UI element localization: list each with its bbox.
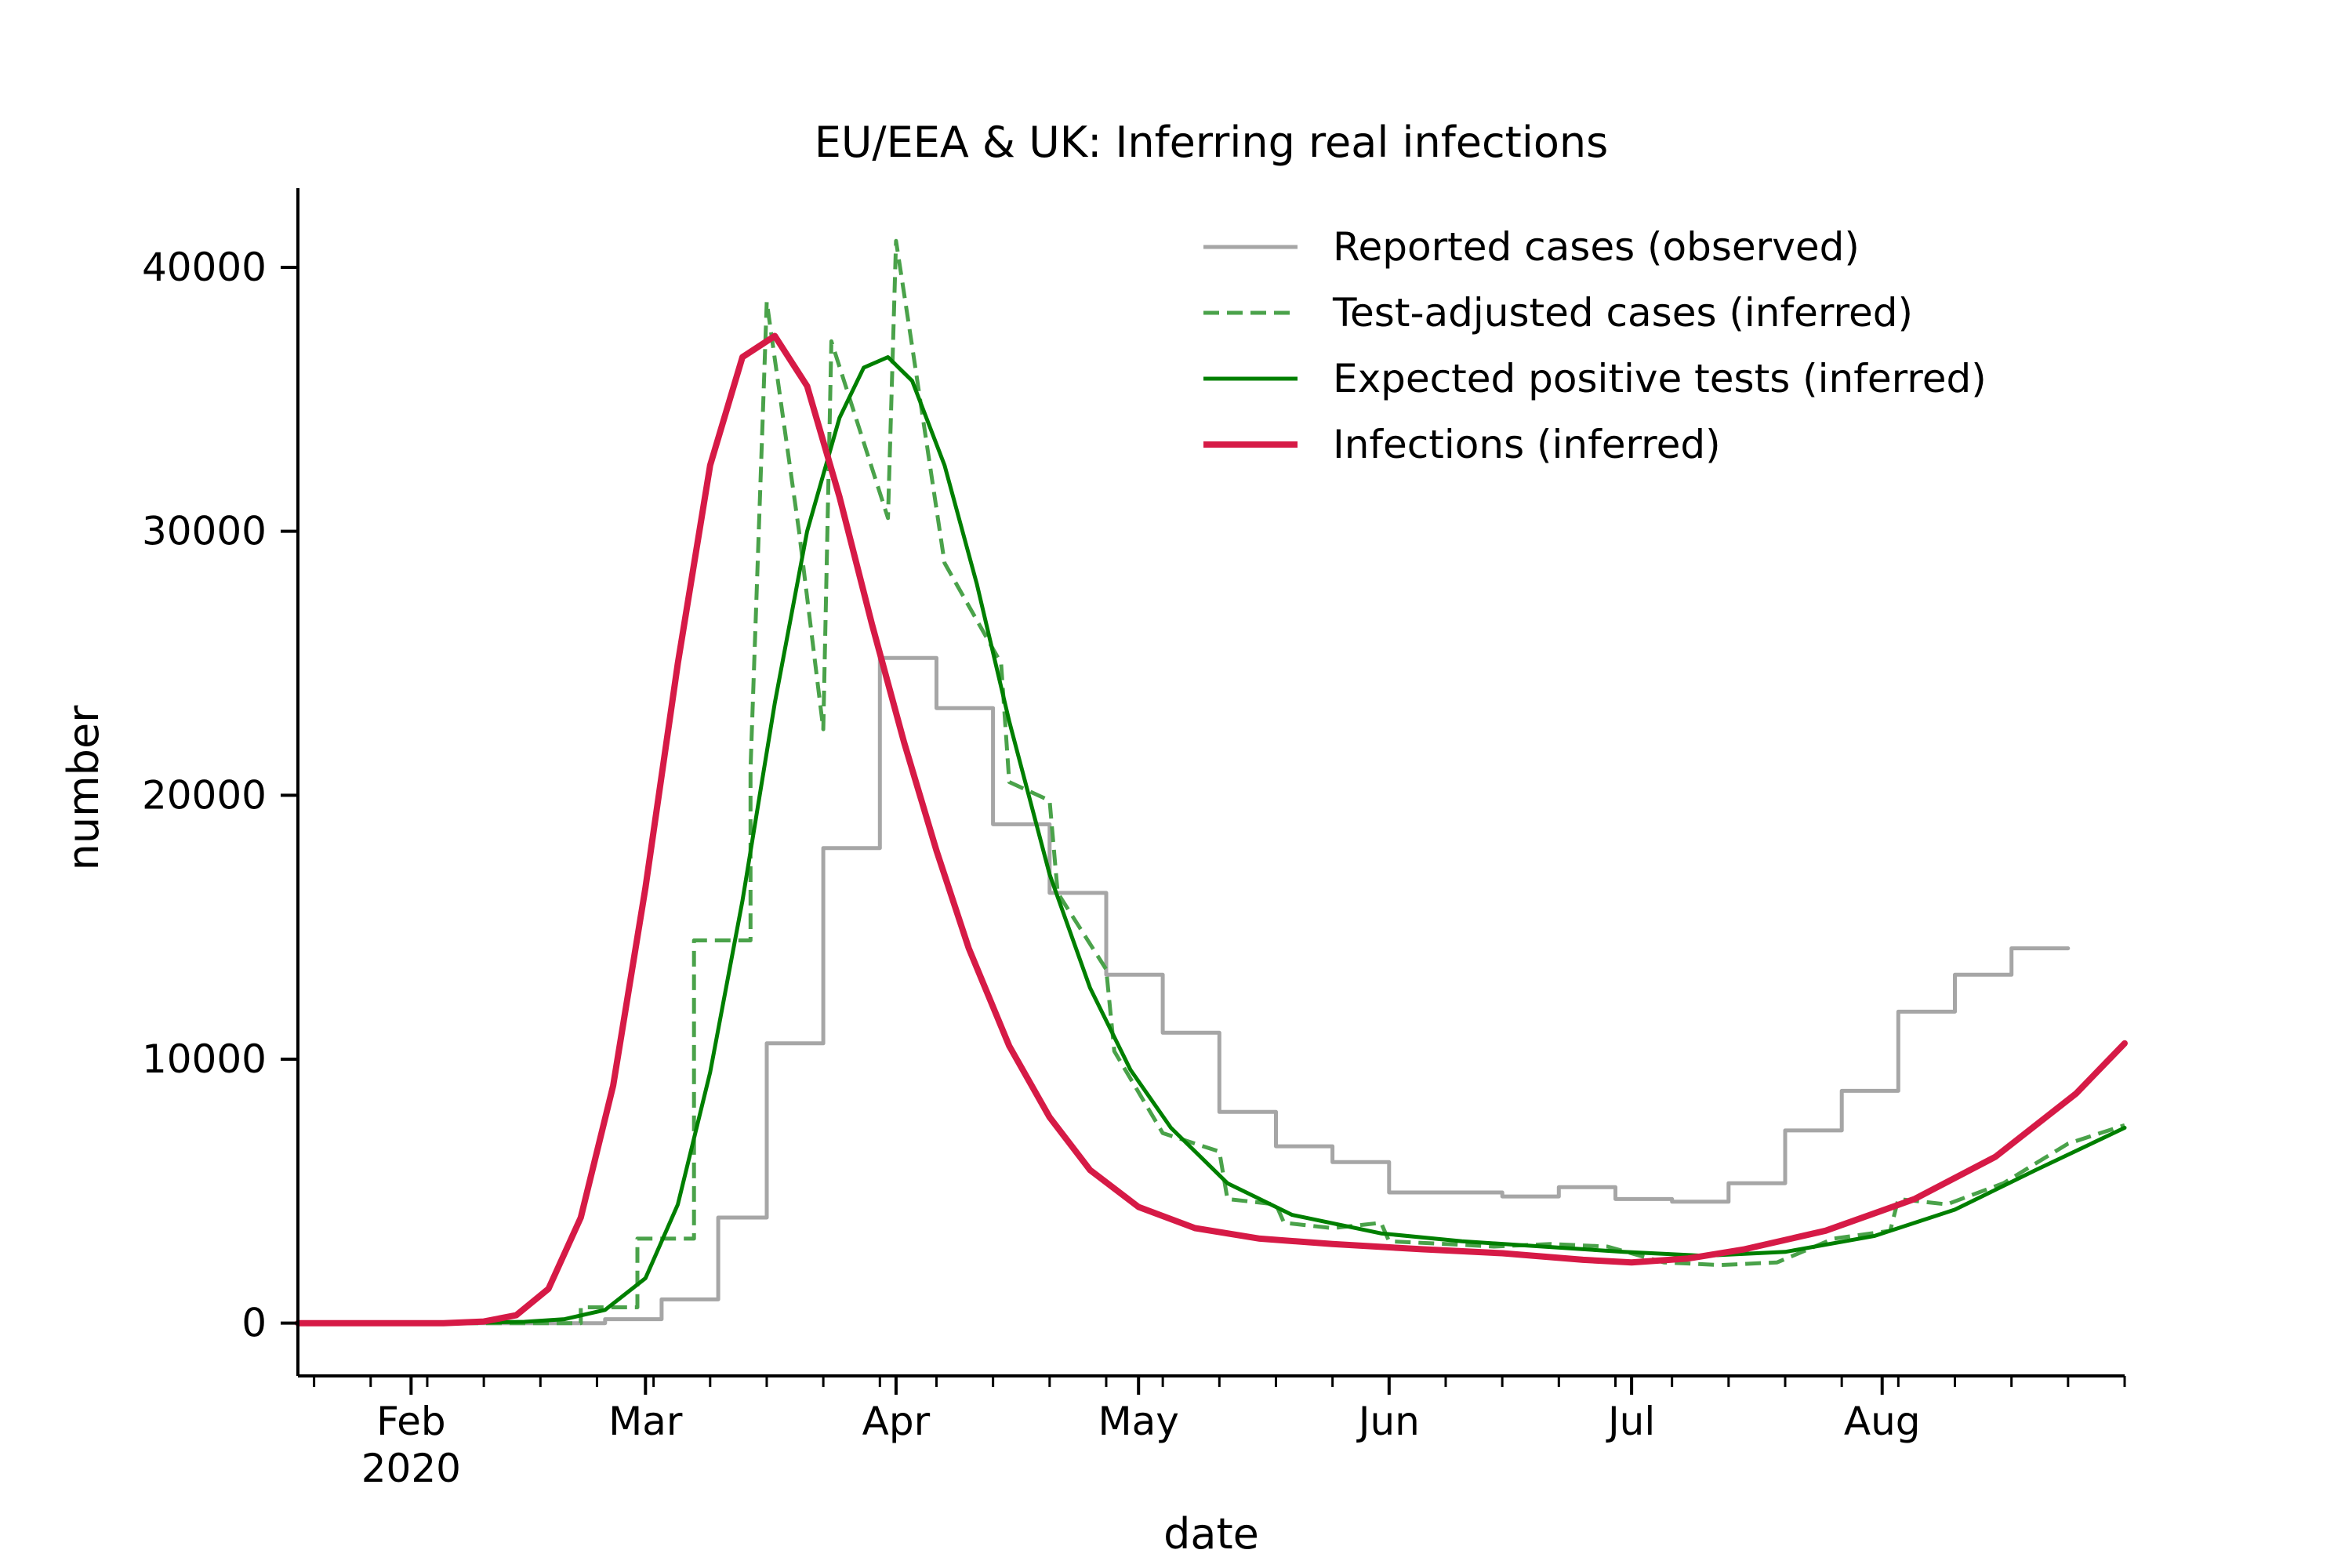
y-tick-label: 0 [241,1301,267,1346]
y-tick-label: 20000 [142,772,267,818]
y-tick-label: 30000 [142,509,267,554]
x-tick-label: Jul [1606,1399,1655,1444]
legend-label: Infections (inferred) [1333,422,1721,467]
x-axis-label: date [1163,1509,1259,1559]
y-tick-label: 10000 [142,1036,267,1082]
chart-title: EU/EEA & UK: Inferring real infections [815,118,1608,167]
y-tick-label: 40000 [142,245,267,290]
x-tick-label: Jun [1356,1399,1420,1444]
legend-label: Expected positive tests (inferred) [1333,356,1987,401]
x-tick-label: Apr [862,1399,931,1444]
legend: Reported cases (observed) Test-adjusted c… [1203,224,1987,467]
x-tick-label: Mar [608,1399,683,1444]
x-tick-label: Aug [1844,1399,1921,1444]
series-line-2 [298,238,2125,1326]
x-tick-label: Feb [376,1399,446,1444]
y-ticks: 0 10000 20000 30000 40000 [142,245,298,1346]
legend-label: Reported cases (observed) [1333,224,1860,270]
y-axis-label: number [59,705,108,871]
series-line-4 [295,332,2128,1327]
x-tick-sublabel: 2020 [361,1446,461,1491]
series-line-3 [296,355,2127,1326]
x-tick-label: May [1098,1399,1179,1444]
plot-area [295,238,2128,1327]
series-line-1 [296,655,2071,1326]
legend-label: Test-adjusted cases (inferred) [1332,290,1913,336]
